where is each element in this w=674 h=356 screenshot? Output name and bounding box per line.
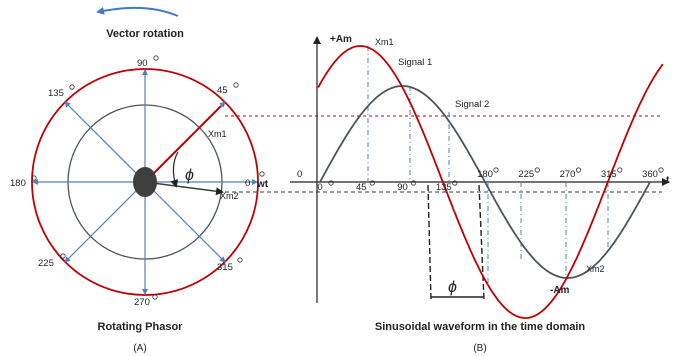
panel-b-label: (B) (473, 343, 486, 354)
x-tick-label-90: 90 (397, 182, 408, 193)
x-tick-label-180: 180 (477, 169, 493, 180)
signal-2-label: Signal 2 (455, 99, 489, 110)
angle-label-180: 180 (10, 178, 26, 189)
degree-mark-135 (452, 180, 458, 186)
x-tick-label-360: 360 (642, 169, 658, 180)
phase-line-right (478, 184, 485, 301)
panel-a-caption: Rotating Phasor (98, 321, 184, 333)
degree-mark-360 (658, 167, 664, 173)
x-tick-label-135: 135 (436, 182, 452, 193)
xm2-label-a: Xm2 (220, 191, 239, 201)
degree-mark-45 (369, 180, 375, 186)
degree-mark-180 (493, 167, 499, 173)
angle-label-270: 270 (134, 297, 150, 308)
phi-angle-arc (170, 151, 179, 188)
degree-mark-315 (617, 167, 623, 173)
wt-label: wt (256, 179, 269, 190)
panel-a-title: Vector rotation (106, 28, 184, 40)
spoke-225 (64, 181, 146, 263)
xm2-label-b: Xm2 (586, 264, 605, 274)
x-tick-label-0: 0 (317, 182, 322, 193)
panel-a-label: (A) (133, 343, 146, 354)
x-tick-label-45: 45 (356, 182, 367, 193)
guide-lines (367, 46, 609, 285)
degree-mark-90 (410, 180, 417, 186)
plus-am-label: +Am (330, 34, 352, 45)
x-tick-label-315: 315 (601, 169, 617, 180)
x-tick-label-270: 270 (560, 169, 576, 180)
angle-label-135: 135 (48, 88, 64, 99)
minus-am-label: -Am (550, 285, 570, 296)
xm1-label-a: Xm1 (208, 129, 227, 139)
degree-mark-270 (575, 167, 582, 173)
xm1-label-b: Xm1 (375, 37, 394, 47)
spoke-315 (144, 181, 226, 263)
angle-label-45: 45 (217, 85, 228, 96)
phase-line-left (427, 184, 432, 301)
phi-symbol-b: ϕ (448, 279, 457, 296)
panel-b-caption: Sinusoidal waveform in the time domain (375, 321, 586, 333)
t-axis-label: t (666, 175, 670, 186)
angle-label-90: 90 (137, 58, 148, 69)
signal-2-curve (319, 85, 651, 279)
panel-a: Vector rotation 90 45 135 180 (10, 6, 269, 354)
signal-1-label: Signal 1 (398, 57, 432, 68)
xm1-phasor (144, 105, 222, 183)
degree-mark-0 (328, 180, 334, 186)
angle-label-0: 0 (245, 178, 250, 189)
x-tick-labels: 0 45 90 135 180 225 270 315 360 (317, 167, 664, 193)
spoke-135 (64, 101, 146, 183)
zero-label: 0 (297, 169, 302, 180)
angle-label-225: 225 (38, 258, 54, 269)
degree-mark-225 (534, 167, 540, 173)
xm2-phasor (144, 181, 224, 196)
phi-symbol: ϕ (185, 167, 194, 184)
x-tick-label-225: 225 (518, 169, 534, 180)
signal-1-curve (317, 45, 664, 319)
phasor-hub (133, 167, 157, 197)
panel-b: +Am 0 t ϕ Xm1 Signal 1 Signal 2 Xm2 -Am … (290, 34, 670, 354)
rotation-arrow-icon (96, 6, 179, 17)
angle-label-315: 315 (217, 262, 233, 273)
